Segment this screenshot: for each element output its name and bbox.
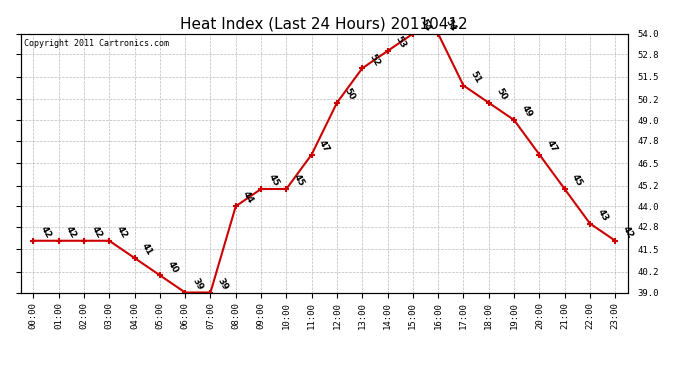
Title: Heat Index (Last 24 Hours) 20110412: Heat Index (Last 24 Hours) 20110412 — [181, 16, 468, 31]
Text: 44: 44 — [241, 190, 255, 206]
Text: 54: 54 — [418, 18, 433, 33]
Text: 42: 42 — [39, 225, 53, 240]
Text: 40: 40 — [166, 259, 179, 274]
Text: 54: 54 — [444, 18, 457, 33]
Text: 42: 42 — [64, 225, 78, 240]
Text: 41: 41 — [140, 242, 154, 257]
Text: 42: 42 — [90, 225, 104, 240]
Text: 45: 45 — [292, 173, 306, 188]
Text: 52: 52 — [368, 52, 382, 68]
Text: 42: 42 — [621, 225, 635, 240]
Text: 39: 39 — [216, 276, 230, 292]
Text: 43: 43 — [595, 207, 609, 223]
Text: 50: 50 — [494, 87, 509, 102]
Text: 42: 42 — [115, 225, 129, 240]
Text: 45: 45 — [570, 173, 584, 188]
Text: Copyright 2011 Cartronics.com: Copyright 2011 Cartronics.com — [23, 39, 169, 48]
Text: 53: 53 — [393, 35, 407, 50]
Text: 50: 50 — [342, 87, 357, 102]
Text: 47: 47 — [317, 138, 331, 154]
Text: 49: 49 — [520, 104, 534, 119]
Text: 39: 39 — [190, 276, 205, 292]
Text: 47: 47 — [545, 138, 559, 154]
Text: 45: 45 — [266, 173, 281, 188]
Text: 51: 51 — [469, 69, 483, 85]
